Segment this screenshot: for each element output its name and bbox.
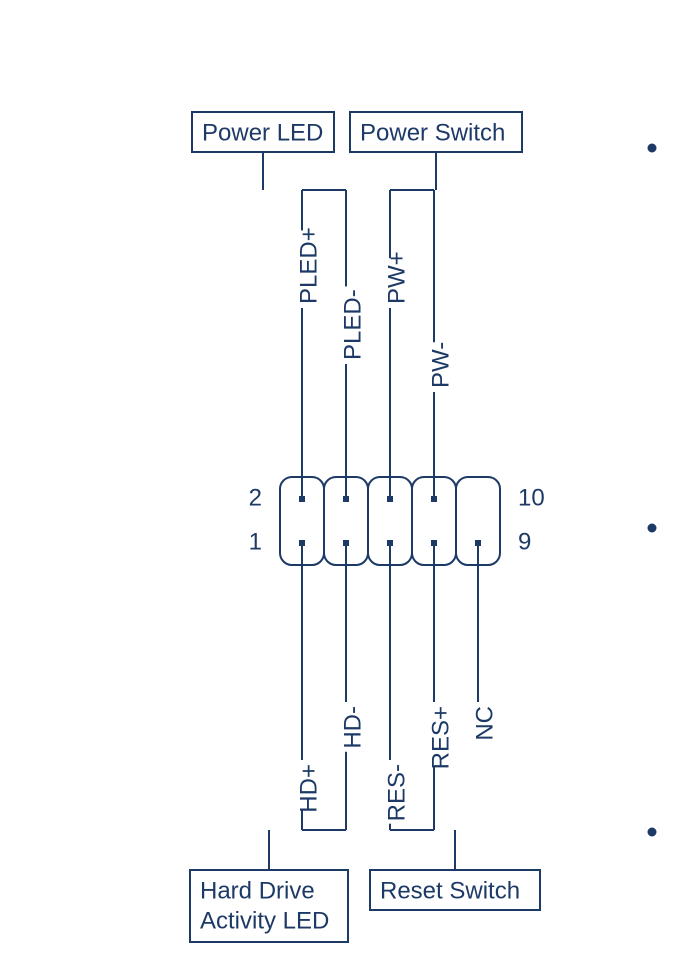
pin-label: PW+: [383, 251, 410, 304]
pin-label: HD-: [339, 706, 366, 749]
pin-label: PLED+: [295, 227, 322, 304]
box-label: Power LED: [202, 119, 323, 146]
pin-label: HD+: [295, 764, 322, 813]
bullet: [648, 144, 657, 153]
pin-label: NC: [471, 706, 498, 741]
pin-label: RES-: [383, 764, 410, 821]
box-label: Power Switch: [360, 119, 505, 146]
pin-label: PLED-: [339, 289, 366, 360]
pin-label: RES+: [427, 706, 454, 769]
box-label: Reset Switch: [380, 877, 520, 904]
pin-number: 1: [249, 528, 262, 555]
pin-number: 9: [518, 528, 531, 555]
bullet: [648, 828, 657, 837]
box-label: Activity LED: [200, 907, 329, 934]
box-label: Hard Drive: [200, 877, 315, 904]
pin-number: 2: [249, 484, 262, 511]
pin-number: 10: [518, 484, 545, 511]
bullet: [648, 524, 657, 533]
pin-label: PW-: [427, 342, 454, 388]
